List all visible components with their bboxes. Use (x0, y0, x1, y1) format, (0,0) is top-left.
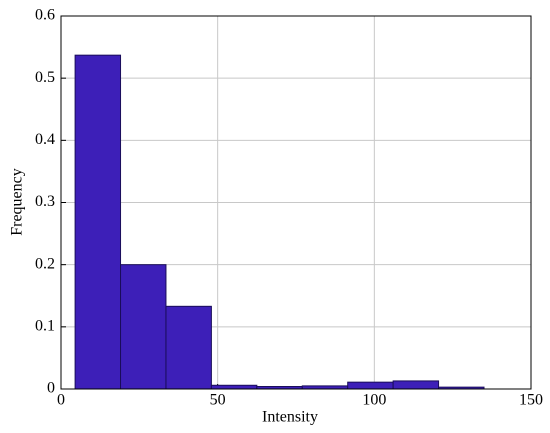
x-tick-label: 150 (519, 392, 543, 409)
bar (74, 54, 122, 390)
y-tick-label: 0.5 (35, 69, 55, 86)
x-tick-label: 50 (210, 392, 226, 409)
y-tick-label: 0.4 (35, 131, 55, 148)
y-tick-label: 0.3 (35, 193, 55, 210)
y-tick-label: 0 (47, 380, 55, 397)
x-tick-label: 100 (362, 392, 386, 409)
bar (392, 380, 440, 390)
bar (120, 264, 167, 390)
bar (165, 305, 212, 390)
y-tick-label: 0.6 (35, 7, 55, 24)
y-tick-label: 0.1 (35, 318, 55, 335)
plot-frame (60, 15, 532, 390)
x-axis-label: Intensity (262, 409, 318, 426)
bar (347, 381, 394, 390)
x-tick-label: 0 (57, 392, 65, 409)
y-axis-label: Frequency (9, 168, 26, 236)
bar (210, 384, 258, 390)
y-tick-label: 0.2 (35, 255, 55, 272)
